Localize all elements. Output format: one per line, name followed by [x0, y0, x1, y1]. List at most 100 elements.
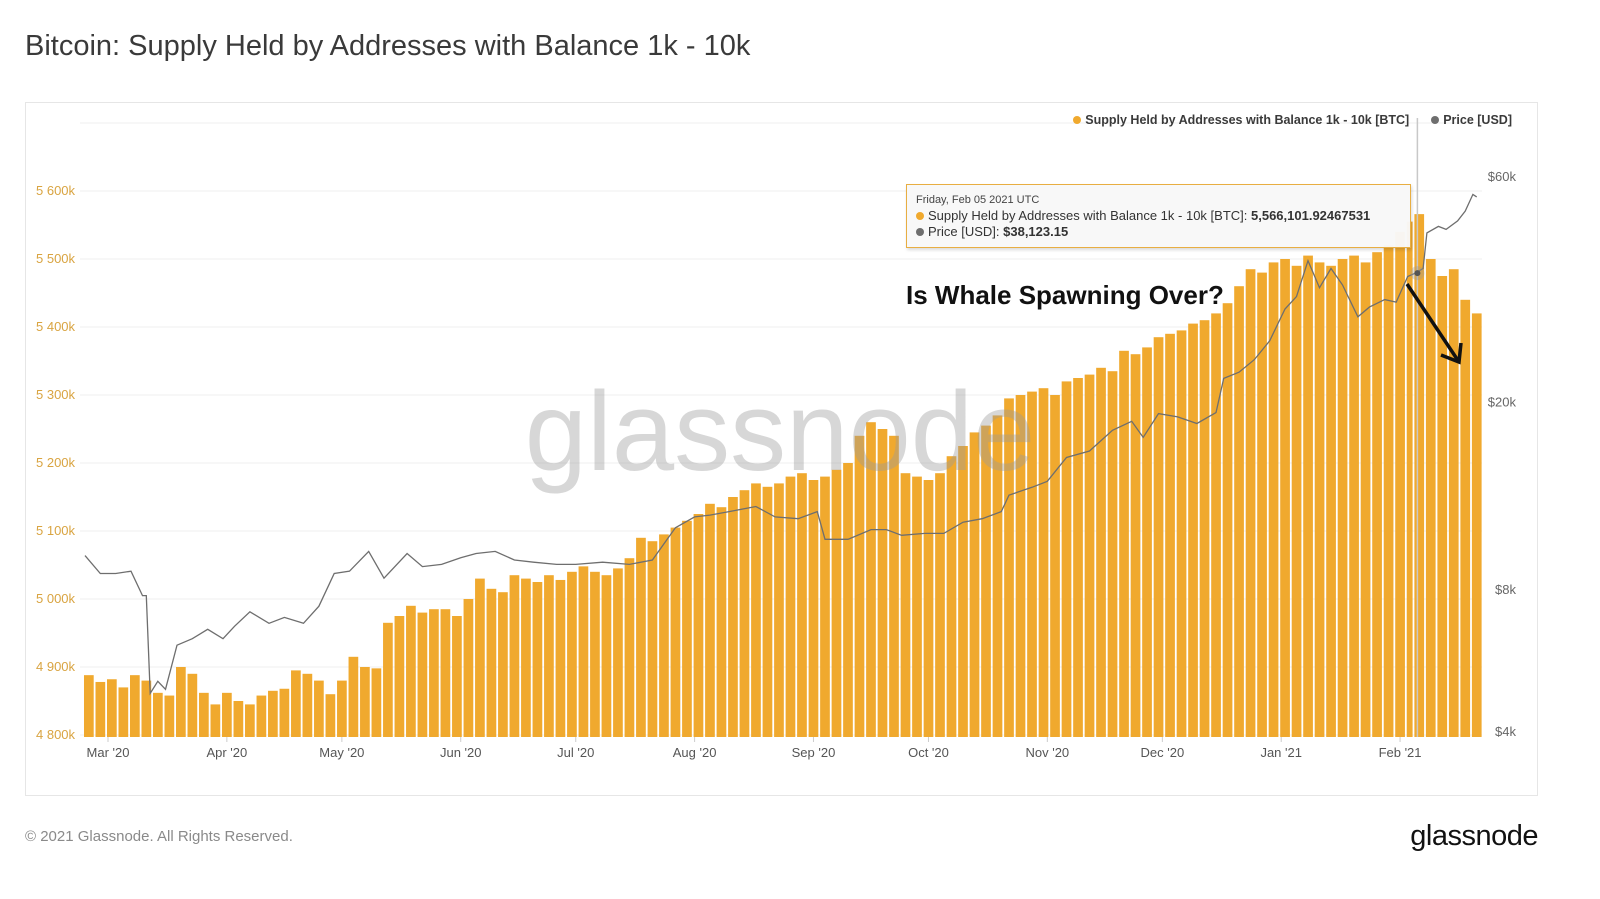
page-title: Bitcoin: Supply Held by Addresses with B… [25, 30, 751, 62]
supply-bar [1027, 391, 1037, 737]
supply-bar [1038, 388, 1049, 737]
supply-bar [279, 688, 290, 737]
supply-bar [1349, 255, 1359, 737]
supply-bar [693, 514, 704, 737]
supply-bar [1314, 262, 1325, 737]
supply-bar [1199, 320, 1210, 737]
supply-bar [624, 558, 635, 737]
supply-bar [1119, 350, 1129, 737]
supply-bar [1406, 221, 1413, 738]
supply-bar [118, 687, 129, 737]
supply-bar [659, 534, 669, 737]
supply-bar [647, 541, 658, 737]
x-tick-label: May '20 [319, 745, 364, 760]
supply-bar [406, 605, 416, 737]
supply-bar [820, 476, 830, 737]
supply-bar [843, 463, 853, 737]
supply-bar [302, 673, 313, 737]
left-axis-labels: 4 800k 4 900k 5 000k 5 100k 5 200k 5 300k 5 40… [36, 183, 76, 742]
price-series-line [84, 193, 1478, 696]
supply-bar [291, 670, 301, 737]
supply-bar [463, 599, 474, 737]
supply-bar [486, 588, 497, 737]
x-tick-label: Dec '20 [1141, 745, 1185, 760]
supply-bar [682, 520, 692, 737]
supply-bar [969, 432, 980, 737]
supply-bar [1176, 330, 1187, 737]
supply-bar [1096, 367, 1106, 737]
legend-item-supply[interactable]: Supply Held by Addresses with Balance 1k… [1073, 113, 1409, 127]
supply-bar [130, 675, 140, 737]
supply-bar [544, 575, 554, 737]
supply-bar [1107, 371, 1118, 737]
left-tick-label: 5 000k [36, 591, 76, 606]
supply-bar [222, 692, 232, 737]
x-tick-label: Jul '20 [557, 745, 594, 760]
supply-bar [555, 579, 566, 737]
supply-bar [854, 435, 865, 737]
supply-bar [1280, 259, 1290, 737]
supply-bar [1004, 398, 1014, 737]
supply-bar [383, 622, 393, 737]
glassnode-logo[interactable]: glassnode [1410, 820, 1538, 852]
supply-bar [935, 473, 945, 737]
supply-bar [1015, 395, 1026, 737]
legend-item-price[interactable]: Price [USD] [1431, 113, 1512, 127]
price-dot-icon [1431, 116, 1440, 124]
supply-bar [1395, 231, 1405, 738]
supply-bar [981, 425, 991, 737]
supply-bar [578, 566, 589, 737]
supply-bar [912, 476, 922, 737]
x-tick-label: Oct '20 [908, 745, 949, 760]
supply-bar [923, 480, 934, 737]
annotation-text: Is Whale Spawning Over? [906, 280, 1224, 310]
supply-bar [728, 497, 738, 737]
supply-bar [716, 507, 727, 737]
supply-bar [831, 469, 842, 737]
right-axis-labels: $4k $8k $20k $60k [1488, 169, 1517, 739]
supply-bar [900, 473, 911, 737]
supply-bar [187, 673, 198, 737]
supply-bar [314, 680, 324, 737]
left-tick-label: 4 900k [36, 659, 76, 674]
x-tick-label: Jun '20 [440, 745, 482, 760]
supply-bar [670, 527, 681, 737]
tooltip-price-row: Price [USD]: $38,123.15 [916, 224, 1401, 240]
supply-bar [762, 486, 773, 737]
supply-bar [1211, 313, 1221, 737]
supply-bar [808, 480, 819, 737]
x-tick-label: Feb '21 [1379, 745, 1422, 760]
left-tick-label: 5 600k [36, 183, 76, 198]
supply-dot-icon [1073, 116, 1082, 124]
price-dot-icon [916, 228, 924, 236]
supply-bar [199, 692, 209, 737]
supply-bar [946, 456, 957, 737]
tooltip-supply-label: Supply Held by Addresses with Balance 1k… [928, 208, 1251, 223]
supply-bar [739, 490, 750, 737]
supply-bar [1142, 347, 1152, 737]
footer-copyright: © 2021 Glassnode. All Rights Reserved. [25, 828, 293, 845]
legend-label: Supply Held by Addresses with Balance 1k… [1085, 113, 1410, 127]
right-tick-label: $4k [1495, 724, 1516, 739]
x-axis-labels: Mar '20 Apr '20 May '20 Jun '20 Jul '20 Aug '… [87, 737, 1422, 760]
left-tick-label: 5 100k [36, 523, 76, 538]
supply-bar [371, 668, 382, 737]
supply-bar [348, 656, 359, 737]
supply-bar [1061, 381, 1072, 737]
supply-bar [751, 483, 761, 737]
supply-bar [1268, 262, 1279, 737]
x-tick-label: Apr '20 [206, 745, 247, 760]
x-tick-label: Sep '20 [792, 745, 836, 760]
supply-bar [417, 612, 428, 737]
supply-bar [992, 415, 1003, 737]
supply-dot-icon [916, 212, 924, 220]
supply-bar [1245, 269, 1256, 737]
chart-frame [25, 102, 1538, 796]
supply-bar [877, 429, 888, 737]
price-line [84, 193, 1478, 696]
supply-bar [1414, 214, 1425, 737]
supply-bar [452, 616, 462, 737]
supply-bar [1153, 337, 1164, 737]
supply-bar [1234, 286, 1244, 737]
